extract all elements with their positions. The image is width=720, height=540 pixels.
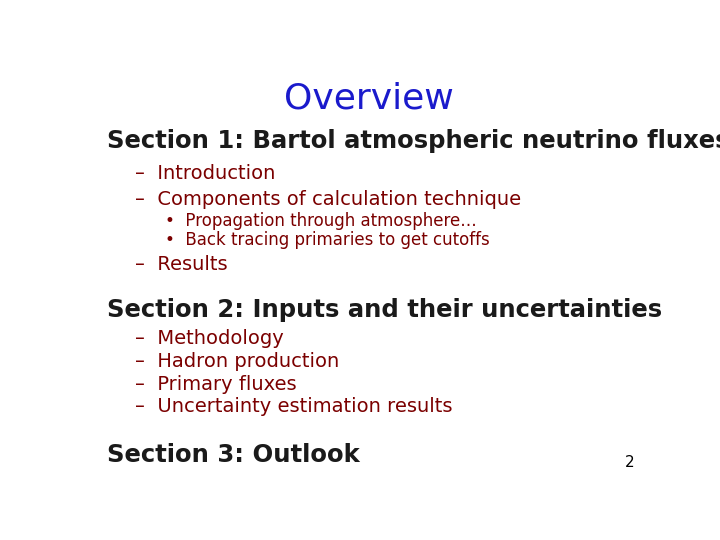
Text: –  Uncertainty estimation results: – Uncertainty estimation results	[135, 397, 452, 416]
Text: –  Introduction: – Introduction	[135, 164, 275, 183]
Text: Section 1: Bartol atmospheric neutrino fluxes: Section 1: Bartol atmospheric neutrino f…	[107, 129, 720, 153]
Text: •  Propagation through atmosphere…: • Propagation through atmosphere…	[166, 212, 477, 231]
Text: •  Back tracing primaries to get cutoffs: • Back tracing primaries to get cutoffs	[166, 231, 490, 249]
Text: –  Results: – Results	[135, 255, 228, 274]
Text: Section 2: Inputs and their uncertainties: Section 2: Inputs and their uncertaintie…	[107, 298, 662, 322]
Text: –  Methodology: – Methodology	[135, 329, 284, 348]
Text: Section 3: Outlook: Section 3: Outlook	[107, 443, 359, 467]
Text: –  Components of calculation technique: – Components of calculation technique	[135, 190, 521, 208]
Text: 2: 2	[624, 455, 634, 470]
Text: –  Hadron production: – Hadron production	[135, 352, 339, 370]
Text: –  Primary fluxes: – Primary fluxes	[135, 375, 296, 394]
Text: Overview: Overview	[284, 82, 454, 116]
